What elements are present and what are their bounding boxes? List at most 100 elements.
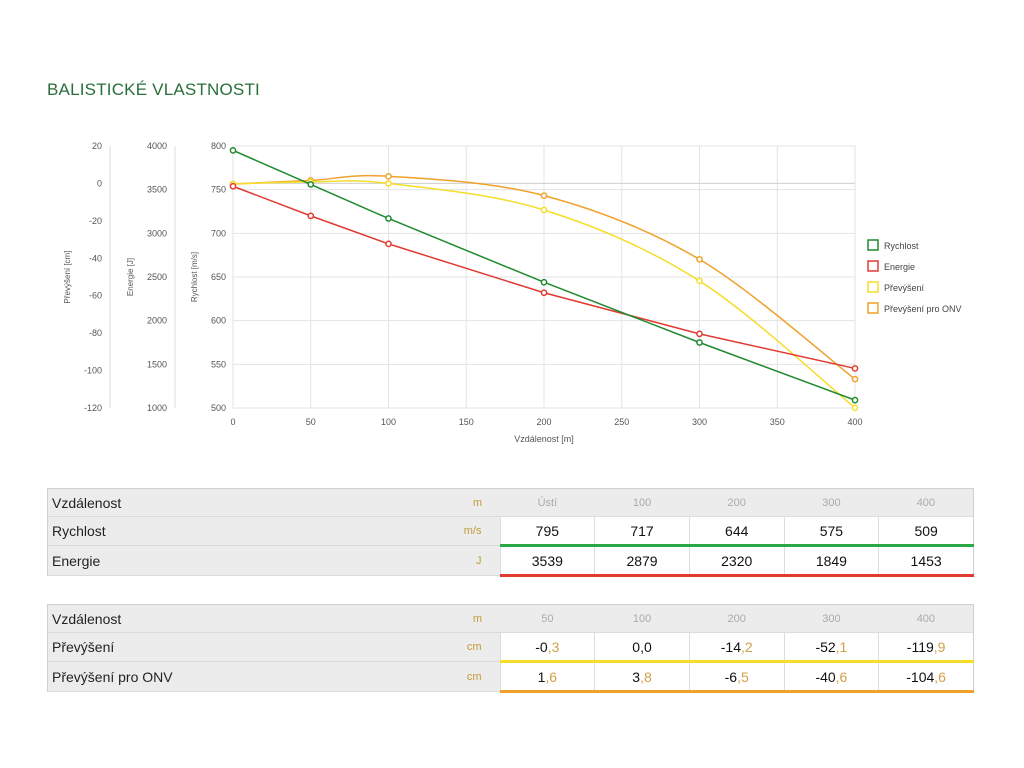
cell-value: 509 <box>878 516 974 547</box>
row-label: Převýšení <box>47 632 382 662</box>
value-int: -14 <box>720 638 741 655</box>
y-tick-label: 700 <box>211 228 226 238</box>
series-energie-point <box>851 365 859 372</box>
x-tick-label: 50 <box>306 417 316 427</box>
legend-swatch <box>867 239 879 251</box>
y-tick-label: 2000 <box>147 316 167 326</box>
value-frac: ,0 <box>640 638 652 655</box>
y-tick-label: 650 <box>211 272 226 282</box>
x-tick-label: 350 <box>770 417 785 427</box>
row-label: Rychlost <box>47 516 382 546</box>
series-energie-line <box>232 185 856 370</box>
legend-label: Převýšení <box>884 283 925 293</box>
value-int: -40 <box>815 668 836 685</box>
table-row-drop-onv: Převýšení pro ONV cm 1,6 3,8 -6,5 -40,6 … <box>47 661 974 693</box>
cell-value: -52,1 <box>783 632 879 663</box>
value-int: -0 <box>535 638 548 655</box>
y-tick-label: 500 <box>211 403 226 413</box>
column-header: 200 <box>689 488 785 517</box>
value-int: 3 <box>632 668 641 685</box>
y-tick-label: 0 <box>97 178 102 188</box>
value-frac: ,8 <box>640 668 652 685</box>
cell-value: 644 <box>688 516 785 547</box>
row-unit: cm <box>382 661 500 692</box>
series-p-ev-en--point <box>385 180 392 187</box>
y-tick-label: -40 <box>89 253 102 263</box>
header-unit: m <box>382 488 500 517</box>
legend-swatch <box>867 302 879 314</box>
y-tick-label: -100 <box>84 366 102 376</box>
y-tick-label: -80 <box>89 328 102 338</box>
column-header: 100 <box>594 604 690 633</box>
x-tick-label: 150 <box>459 417 474 427</box>
value-frac: ,9 <box>933 638 946 655</box>
series-energie-point <box>540 289 548 297</box>
value-frac: ,1 <box>835 638 848 655</box>
series-p-ev-en-pro-onv-point <box>385 172 392 180</box>
column-header: 200 <box>689 604 785 633</box>
value-int: -6 <box>724 668 738 685</box>
column-header: 400 <box>878 604 974 633</box>
cell-value: 575 <box>783 516 879 547</box>
series-p-ev-en-pro-onv-point <box>540 192 548 199</box>
legend-label: Rychlost <box>884 241 919 251</box>
row-unit: cm <box>382 632 500 662</box>
x-tick-label: 200 <box>536 417 551 427</box>
table-header-row: Vzdálenost m Ústí 100 200 300 400 <box>47 488 974 517</box>
column-header: 400 <box>878 488 974 517</box>
series-energie-point <box>229 182 237 190</box>
series-rychlost-point <box>385 215 392 222</box>
column-header: 300 <box>784 604 879 633</box>
row-label: Energie <box>47 545 382 576</box>
column-header: 100 <box>594 488 690 517</box>
column-header: Ústí <box>500 488 595 517</box>
table-header-row: Vzdálenost m 50 100 200 300 400 <box>47 604 974 633</box>
y-tick-label: 1000 <box>147 403 167 413</box>
header-label: Vzdálenost <box>47 488 382 517</box>
cell-value: -14,2 <box>688 632 785 663</box>
row-unit: m/s <box>382 516 500 546</box>
table-row-energy: Energie J 3539 2879 2320 1849 1453 <box>47 545 974 577</box>
legend-label: Energie <box>884 262 915 272</box>
cell-value: 2320 <box>688 545 785 577</box>
drop-table: Vzdálenost m 50 100 200 300 400 Převýšen… <box>47 604 974 693</box>
x-tick-label: 400 <box>847 417 862 427</box>
series-p-ev-en-pro-onv-point <box>851 375 859 383</box>
series-rychlost-point <box>851 396 859 404</box>
y-tick-label: 550 <box>211 359 226 369</box>
cell-value: 795 <box>499 516 595 547</box>
value-int: 0 <box>632 638 641 655</box>
series-rychlost-point <box>229 147 237 154</box>
y-axis-title: Převýšení [cm] <box>63 251 72 304</box>
value-frac: ,3 <box>547 638 560 655</box>
row-unit: J <box>382 545 500 576</box>
cell-value: -119,9 <box>878 632 974 663</box>
series-energie-point <box>385 240 392 248</box>
y-tick-label: 4000 <box>147 141 167 151</box>
y-tick-label: 1500 <box>147 359 167 369</box>
y-tick-label: -120 <box>84 403 102 413</box>
cell-value: 2879 <box>594 545 690 577</box>
legend-swatch <box>867 260 879 272</box>
x-tick-label: 0 <box>230 417 235 427</box>
row-label: Převýšení pro ONV <box>47 661 382 692</box>
value-frac: ,5 <box>737 668 749 685</box>
x-tick-label: 250 <box>614 417 629 427</box>
y-axis-title: Rychlost [m/s] <box>190 252 199 302</box>
value-int: -119 <box>906 638 934 655</box>
y-tick-label: 3000 <box>147 228 167 238</box>
header-unit: m <box>382 604 500 633</box>
cell-value: 1,6 <box>499 661 595 693</box>
y-tick-label: 3500 <box>147 185 167 195</box>
value-frac: ,2 <box>740 638 753 655</box>
series-energie-point <box>307 212 315 220</box>
y-tick-label: -60 <box>89 291 102 301</box>
x-tick-label: 100 <box>381 417 396 427</box>
cell-value: 1849 <box>783 545 879 577</box>
cell-value: -0,3 <box>499 632 595 663</box>
y-tick-label: 20 <box>92 141 102 151</box>
value-frac: ,6 <box>835 668 848 685</box>
series-energie-point <box>696 330 703 338</box>
table-row-drop: Převýšení cm -0,3 0,0 -14,2 -52,1 -119,9 <box>47 632 974 663</box>
